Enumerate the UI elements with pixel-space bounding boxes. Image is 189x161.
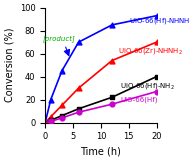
Point	[155, 90, 158, 93]
Point	[155, 14, 158, 17]
Point	[111, 96, 114, 99]
Point	[77, 111, 80, 114]
Text: UiO-66(Hf)-NHNH$_2$: UiO-66(Hf)-NHNH$_2$	[129, 16, 189, 26]
X-axis label: Time (h): Time (h)	[80, 147, 121, 157]
Point	[77, 87, 80, 89]
Point	[60, 114, 63, 117]
Point	[111, 103, 114, 105]
Point	[60, 104, 63, 107]
Text: UiO-66(Hf)-NH$_2$: UiO-66(Hf)-NH$_2$	[120, 81, 175, 91]
Y-axis label: Conversion (%): Conversion (%)	[4, 28, 14, 102]
Point	[60, 117, 63, 119]
Point	[77, 41, 80, 43]
Point	[49, 119, 52, 122]
Point	[77, 108, 80, 110]
Point	[49, 120, 52, 123]
Text: UiO-66(Zr)-NHNH$_2$: UiO-66(Zr)-NHNH$_2$	[118, 46, 182, 56]
Point	[111, 59, 114, 62]
Point	[155, 41, 158, 43]
Point	[155, 75, 158, 78]
Text: [product]: [product]	[43, 35, 75, 42]
Point	[111, 24, 114, 26]
Text: UiO-66(Hf): UiO-66(Hf)	[120, 96, 158, 103]
Point	[49, 116, 52, 118]
Point	[60, 70, 63, 72]
Point	[49, 98, 52, 101]
